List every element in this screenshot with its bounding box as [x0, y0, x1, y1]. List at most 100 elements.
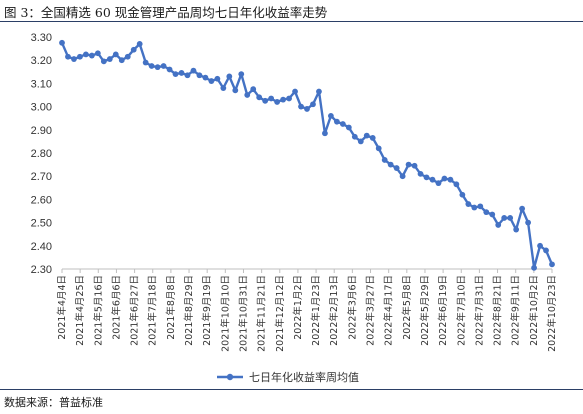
data-point — [250, 86, 257, 93]
data-point — [531, 264, 537, 271]
data-point — [501, 215, 508, 221]
series-line — [60, 42, 554, 270]
data-point — [118, 57, 125, 64]
data-point — [537, 242, 543, 249]
data-point — [184, 72, 191, 79]
data-point — [477, 203, 484, 210]
data-point — [316, 88, 322, 95]
x-tick-label: 2022年10月2日 — [528, 275, 540, 346]
data-point — [304, 106, 310, 112]
x-tick-label: 2021年4月25日 — [74, 275, 86, 346]
x-tick-label: 2022年2月13日 — [328, 275, 340, 346]
data-point — [507, 215, 514, 221]
data-point — [387, 161, 394, 168]
line-chart: 2.30 2.40 2.50 2.60 2.70 2.80 2.90 3.00 3.10 3.20… — [31, 32, 558, 384]
data-point — [160, 63, 167, 69]
data-point — [519, 205, 526, 212]
data-point — [513, 226, 520, 233]
data-point — [543, 247, 549, 254]
data-point — [423, 174, 430, 181]
data-point — [220, 85, 227, 91]
data-point — [351, 133, 358, 140]
data-point — [471, 204, 478, 211]
y-tick-label: 2.70 — [31, 171, 52, 183]
data-point — [106, 56, 113, 62]
data-point — [489, 211, 496, 218]
data-point — [435, 180, 442, 187]
data-point — [280, 96, 286, 103]
data-point — [375, 145, 382, 152]
legend: 七日年化收益率周均值 — [217, 370, 359, 384]
data-point — [65, 53, 71, 60]
data-point — [268, 95, 275, 102]
data-point — [71, 56, 77, 62]
data-point — [292, 88, 298, 95]
data-point — [136, 41, 143, 47]
data-point — [405, 161, 412, 168]
data-point — [399, 173, 406, 180]
x-tick-label: 2021年5月16日 — [92, 275, 104, 346]
y-tick-label: 2.80 — [31, 148, 52, 160]
data-point — [393, 165, 400, 171]
y-tick-label: 2.90 — [31, 125, 52, 137]
data-point — [142, 59, 149, 66]
x-tick-label: 2022年3月6日 — [346, 275, 358, 340]
x-axis: 2021年4月4日 2021年4月25日 2021年5月16日 2021年6月6日 20… — [56, 268, 558, 352]
y-tick-label: 2.50 — [31, 218, 52, 230]
data-point — [286, 95, 292, 102]
x-tick-label: 2021年8月29日 — [183, 275, 195, 346]
x-tick-label: 2022年5月29日 — [419, 275, 431, 346]
x-tick-label: 2021年12月12日 — [274, 275, 286, 352]
x-tick-label: 2022年1月2日 — [292, 275, 304, 340]
x-tick-label: 2021年10月31日 — [237, 275, 249, 352]
y-axis: 2.30 2.40 2.50 2.60 2.70 2.80 2.90 3.00 3.10 3.20… — [31, 32, 52, 276]
y-tick-label: 3.30 — [31, 32, 52, 44]
data-point — [196, 72, 203, 79]
data-point — [274, 99, 281, 105]
data-point — [328, 112, 334, 119]
x-tick-label: 2021年4月4日 — [56, 275, 68, 340]
data-point — [429, 176, 436, 183]
x-tick-label: 2022年5月8日 — [401, 275, 413, 340]
title-rule — [0, 21, 583, 22]
data-point — [208, 78, 215, 84]
data-point — [357, 138, 364, 145]
data-point — [465, 201, 472, 207]
x-tick-label: 2022年7月10日 — [455, 275, 467, 346]
data-point — [112, 51, 119, 58]
x-tick-label: 2022年7月31日 — [473, 275, 485, 346]
data-point — [495, 222, 502, 228]
data-point — [130, 46, 137, 53]
data-point — [369, 135, 376, 141]
data-point — [83, 51, 89, 58]
y-tick-label: 2.30 — [31, 264, 52, 276]
y-tick-label: 3.10 — [31, 78, 52, 90]
data-point — [441, 175, 448, 182]
data-point — [310, 101, 316, 108]
data-point — [333, 118, 340, 125]
figure-title: 图 3：全国精选 60 现金管理产品周均七日年化收益率走势 — [4, 5, 328, 20]
data-point — [154, 64, 161, 71]
data-point — [262, 97, 269, 104]
x-tick-label: 2022年10月23日 — [546, 275, 558, 352]
legend-label: 七日年化收益率周均值 — [249, 370, 359, 384]
data-point — [339, 121, 346, 127]
x-tick-label: 2022年1月23日 — [310, 275, 322, 346]
x-tick-label: 2022年4月17日 — [383, 275, 395, 346]
x-tick-label: 2021年8月8日 — [165, 275, 177, 340]
data-point — [549, 261, 555, 268]
data-point — [345, 124, 352, 131]
x-tick-label: 2022年9月11日 — [510, 275, 522, 346]
data-point — [363, 132, 370, 139]
data-point — [178, 70, 185, 76]
data-point — [244, 92, 251, 98]
series-layer — [59, 39, 555, 271]
x-tick-label: 2022年3月27日 — [365, 275, 377, 346]
data-point — [411, 162, 418, 169]
data-point — [447, 176, 454, 183]
x-tick-label: 2021年6月6日 — [110, 275, 122, 340]
data-point — [94, 50, 101, 57]
data-point — [232, 87, 239, 94]
y-tick-label: 3.00 — [31, 102, 52, 114]
data-point — [88, 52, 95, 59]
